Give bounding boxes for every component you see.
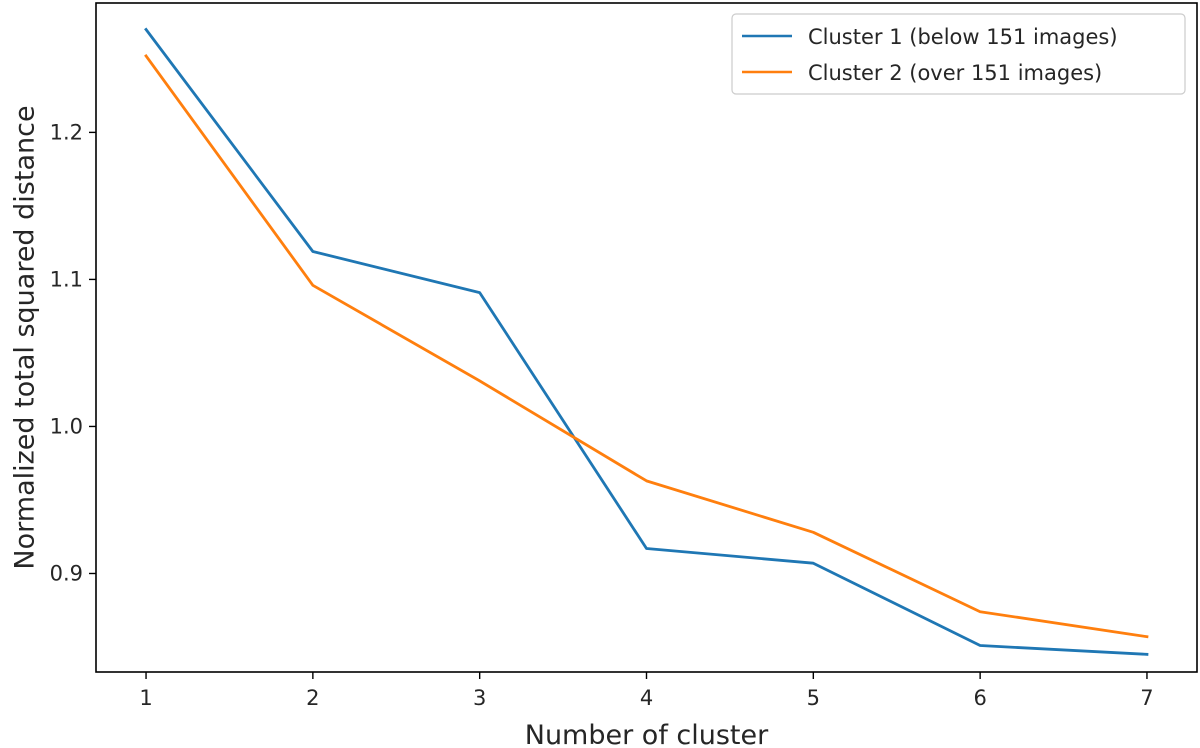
y-tick-label: 1.0: [50, 414, 83, 438]
legend: Cluster 1 (below 151 images) Cluster 2 (…: [731, 13, 1186, 95]
plot-area-frame: [95, 2, 1198, 673]
y-axis-ticks: 0.9 1.0 1.1 1.2: [50, 120, 96, 585]
y-axis-label: Normalized total squared distance: [9, 105, 40, 569]
legend-box: [731, 13, 1186, 95]
x-tick-label: 4: [640, 686, 653, 710]
series-line-cluster-1: [144, 27, 1149, 656]
x-tick-label: 2: [306, 686, 319, 710]
y-tick-label: 1.1: [50, 267, 83, 291]
x-tick-label: 1: [139, 686, 152, 710]
x-axis-label: Number of cluster: [525, 720, 769, 748]
x-axis-ticks: 1 2 3 4 5 6 7: [139, 672, 1154, 710]
legend-entry-cluster-1: Cluster 1 (below 151 images): [808, 25, 1118, 49]
y-tick-label: 1.2: [50, 120, 83, 144]
series-layer: [144, 27, 1149, 656]
y-tick-label: 0.9: [50, 561, 83, 585]
x-tick-label: 5: [807, 686, 820, 710]
x-tick-label: 7: [1140, 686, 1153, 710]
x-tick-label: 3: [473, 686, 486, 710]
legend-entry-cluster-2: Cluster 2 (over 151 images): [808, 61, 1102, 85]
series-line-cluster-2: [144, 53, 1149, 639]
x-tick-label: 6: [973, 686, 986, 710]
